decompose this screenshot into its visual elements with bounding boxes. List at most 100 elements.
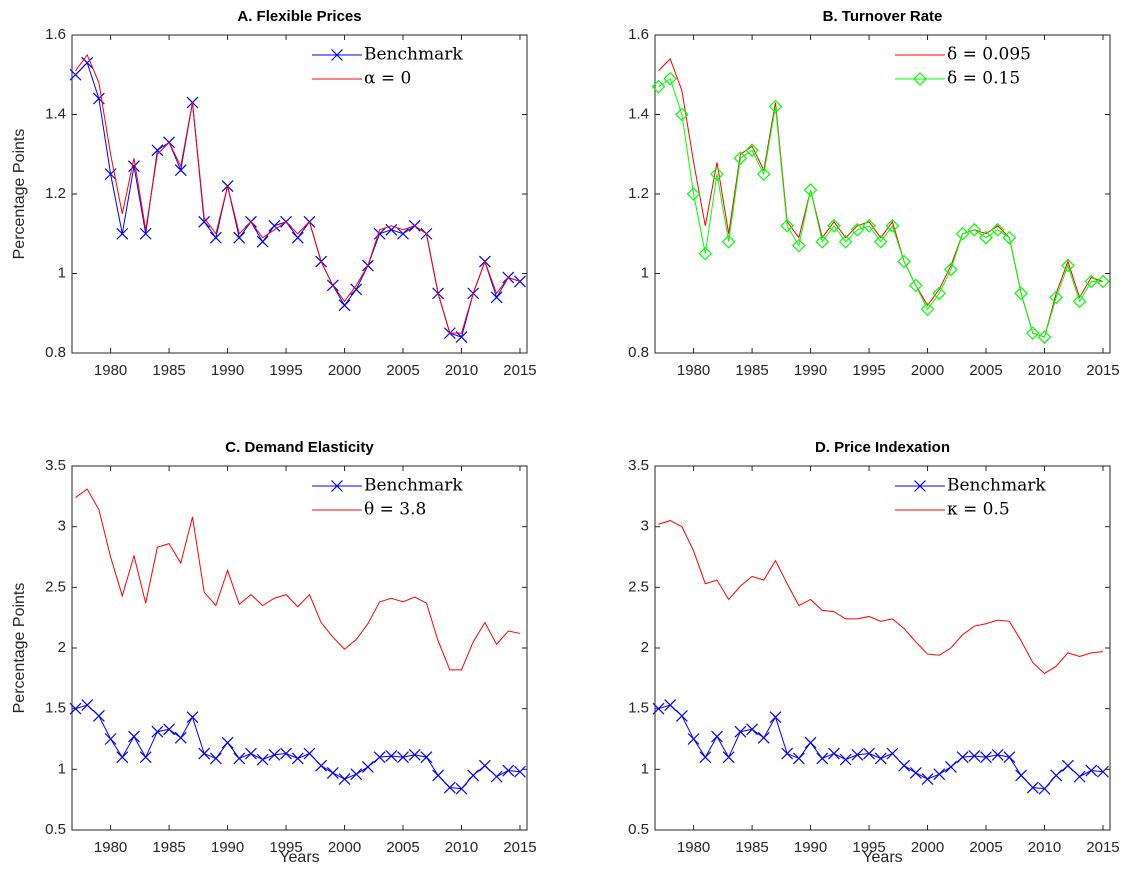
y-axis-label: Percentage Points (11, 129, 28, 260)
marker (291, 231, 304, 244)
marker (898, 759, 911, 772)
x-tick-label: 1995 (269, 362, 302, 379)
marker (652, 702, 665, 715)
marker (163, 723, 176, 736)
marker (385, 750, 398, 762)
marker (990, 222, 1005, 237)
marker (686, 187, 701, 201)
marker (443, 781, 456, 794)
x-tick-label: 2000 (911, 839, 944, 856)
marker (128, 160, 140, 173)
panel: 1980 1985 1990 1995 2000 2005 2010 2015 0.5 1 1.5 2… (628, 439, 1120, 866)
series-line (75, 53, 521, 334)
marker (968, 750, 981, 762)
marker (502, 764, 515, 777)
marker (291, 752, 304, 765)
marker (478, 759, 491, 772)
marker (863, 747, 875, 760)
marker (233, 752, 246, 765)
marker (128, 730, 140, 743)
x-tick-label: 2000 (328, 362, 361, 379)
x-tick-label: 1990 (211, 839, 244, 856)
marker (781, 747, 794, 760)
x-tick-label: 2005 (969, 839, 1002, 856)
legend-label: Benchmark (364, 45, 463, 65)
chart-title: D. Price Indexation (815, 439, 950, 456)
y-tick-label: 1.2 (45, 185, 66, 202)
marker (979, 230, 993, 245)
marker (268, 219, 281, 232)
marker (722, 751, 735, 764)
marker (792, 752, 805, 765)
marker (104, 733, 117, 745)
marker (862, 218, 876, 233)
y-tick-label: 0.5 (45, 821, 66, 838)
marker (385, 223, 398, 236)
legend-label: α = 0 (364, 69, 411, 89)
y-tick-label: 1 (58, 264, 66, 281)
marker (256, 753, 269, 766)
marker (850, 222, 865, 237)
marker (1097, 765, 1109, 778)
marker (828, 747, 840, 760)
x-tick-label: 1980 (677, 362, 710, 379)
marker (687, 733, 700, 745)
marker (198, 747, 211, 760)
marker (756, 167, 771, 181)
x-tick-label: 1980 (94, 839, 127, 856)
marker (804, 736, 817, 749)
marker (885, 218, 900, 233)
marker (1096, 274, 1110, 289)
marker (746, 723, 759, 736)
marker (1038, 782, 1051, 795)
x-tick-label: 1985 (152, 839, 185, 856)
marker (350, 283, 363, 296)
x-tick-label: 1985 (735, 362, 768, 379)
x-tick-label: 2015 (1086, 362, 1119, 379)
marker (209, 231, 222, 244)
marker (933, 768, 946, 781)
y-tick-label: 0.5 (628, 821, 649, 838)
marker (116, 751, 129, 764)
y-axis-label: Percentage Points (11, 583, 28, 714)
marker (373, 227, 386, 240)
x-tick-label: 1995 (269, 839, 302, 856)
marker (944, 262, 958, 277)
x-tick-label: 1990 (794, 839, 827, 856)
marker (280, 747, 292, 760)
marker (827, 218, 841, 233)
legend-label: κ = 0.5 (947, 500, 1010, 520)
x-tick-label: 2010 (445, 362, 478, 379)
panel: 1980 1985 1990 1995 2000 2005 2010 2015 0.5 1 1.5 2… (11, 439, 536, 866)
y-tick-label: 1 (641, 264, 649, 281)
marker (886, 747, 899, 760)
marker (69, 68, 82, 81)
marker (303, 747, 316, 760)
x-tick-label: 1995 (852, 839, 885, 856)
marker (897, 254, 911, 269)
marker (815, 234, 830, 249)
legend-label: δ = 0.095 (947, 45, 1031, 65)
marker (733, 151, 748, 166)
marker (1025, 326, 1040, 340)
y-tick-label: 1 (58, 760, 66, 777)
legend-label: δ = 0.15 (947, 69, 1020, 89)
x-tick-label: 2015 (503, 362, 536, 379)
marker (116, 227, 129, 240)
x-tick-label: 1990 (211, 362, 244, 379)
marker (873, 234, 888, 249)
marker (362, 760, 374, 773)
marker (186, 711, 199, 724)
marker (245, 747, 257, 760)
marker (1026, 781, 1039, 794)
marker (221, 736, 234, 749)
marker (467, 769, 480, 782)
marker (1084, 274, 1099, 289)
y-tick-label: 3.5 (628, 457, 649, 474)
legend-marker (913, 72, 927, 86)
x-tick-label: 2010 (1028, 362, 1061, 379)
marker (651, 79, 666, 94)
marker (1049, 290, 1064, 305)
marker (1061, 258, 1075, 273)
marker (920, 302, 935, 317)
